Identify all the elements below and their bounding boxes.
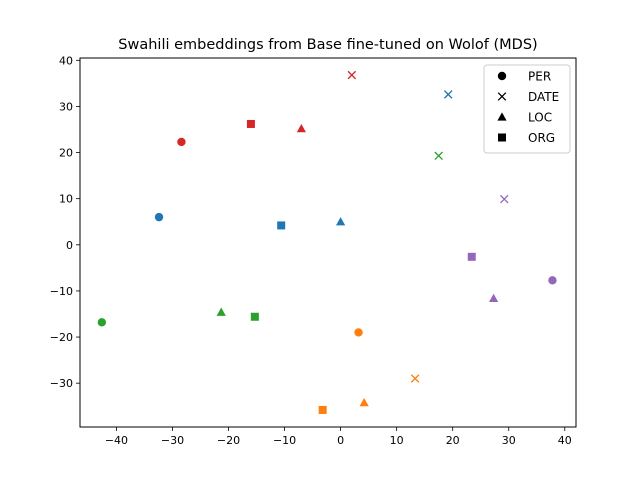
legend: PER DATE LOC ORG <box>483 64 571 154</box>
data-point-date <box>347 70 357 80</box>
legend-box <box>483 64 571 154</box>
axis-ticks: −40 −30 −20 −10 0 10 20 30 40 −30 −20 −10 0 10 20 30 40 <box>50 54 572 447</box>
legend-marker-org <box>498 133 506 142</box>
x-tick-label: 30 <box>502 434 516 447</box>
x-tick-label: −10 <box>273 434 296 447</box>
data-point-org <box>318 405 327 414</box>
data-point-per <box>354 328 363 337</box>
data-point-loc <box>216 307 226 316</box>
data-points <box>97 70 557 414</box>
y-tick-label: 0 <box>66 239 73 252</box>
data-point-loc <box>336 217 346 226</box>
data-point-per <box>154 212 164 222</box>
data-point-date <box>443 90 453 99</box>
legend-label-org: ORG <box>528 131 555 145</box>
x-tick-label: −40 <box>105 434 128 447</box>
x-tick-label: 0 <box>337 434 344 447</box>
data-point-loc <box>359 397 369 407</box>
data-point-loc <box>489 293 499 302</box>
data-point-org <box>467 252 476 261</box>
x-tick-label: 20 <box>446 434 460 447</box>
data-point-date <box>434 151 443 161</box>
plot-area-frame <box>79 57 577 428</box>
y-tick-label: 20 <box>59 147 73 160</box>
data-point-per <box>177 137 186 147</box>
legend-marker-per <box>497 71 507 81</box>
legend-marker-loc <box>497 112 507 121</box>
data-point-org <box>277 221 286 230</box>
data-point-org <box>246 119 255 128</box>
x-tick-label: 10 <box>390 434 404 447</box>
y-tick-label: −10 <box>50 285 73 298</box>
y-tick-label: 10 <box>59 193 73 206</box>
y-tick-label: −20 <box>50 331 73 344</box>
y-tick-label: 40 <box>59 54 73 67</box>
data-point-per <box>97 318 107 327</box>
legend-label-date: DATE <box>528 90 559 104</box>
y-tick-label: 30 <box>59 100 73 113</box>
x-tick-label: −20 <box>217 434 240 447</box>
y-tick-label: −30 <box>50 377 73 390</box>
data-point-per <box>548 276 557 285</box>
data-point-org <box>250 312 259 321</box>
x-tick-label: −30 <box>161 434 184 447</box>
data-point-date <box>410 374 420 383</box>
legend-marker-date <box>497 92 507 101</box>
chart-title: Swahili embeddings from Base fine-tuned … <box>118 37 537 53</box>
data-point-date <box>500 194 509 204</box>
data-point-loc <box>296 123 306 133</box>
legend-label-per: PER <box>528 70 551 84</box>
legend-label-loc: LOC <box>528 111 552 125</box>
x-tick-label: 40 <box>558 434 572 447</box>
